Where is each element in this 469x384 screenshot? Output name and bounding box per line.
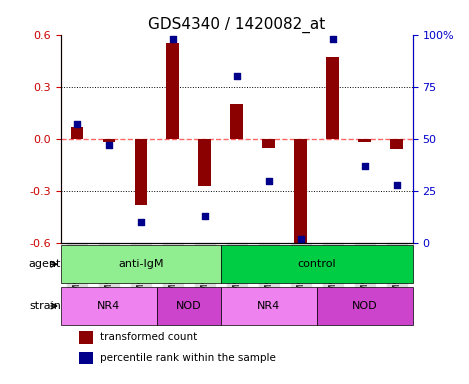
Text: NOD: NOD (176, 301, 202, 311)
FancyBboxPatch shape (317, 287, 413, 325)
Text: percentile rank within the sample: percentile rank within the sample (99, 353, 275, 363)
FancyBboxPatch shape (221, 287, 317, 325)
Bar (78, 352, 92, 364)
Point (169, 36, 177, 42)
Point (329, 36, 337, 42)
Point (297, 236, 304, 242)
Text: NOD: NOD (352, 301, 378, 311)
Bar (70, 127, 83, 139)
Point (105, 142, 113, 148)
Bar (103, 139, 115, 142)
Point (393, 182, 401, 188)
Text: agent: agent (29, 259, 61, 269)
Point (137, 219, 144, 225)
Bar (78, 331, 92, 344)
Bar (295, 139, 307, 243)
Bar (230, 104, 243, 139)
Text: NR4: NR4 (257, 301, 280, 311)
Bar (135, 139, 147, 205)
Text: NR4: NR4 (97, 301, 121, 311)
Bar (198, 139, 211, 186)
Point (361, 163, 369, 169)
FancyBboxPatch shape (61, 287, 157, 325)
Text: control: control (297, 259, 336, 269)
Title: GDS4340 / 1420082_at: GDS4340 / 1420082_at (148, 17, 325, 33)
Point (233, 73, 241, 79)
FancyBboxPatch shape (61, 245, 221, 283)
Text: anti-IgM: anti-IgM (118, 259, 164, 269)
Bar (263, 139, 275, 148)
Point (201, 213, 209, 219)
Bar (390, 139, 403, 149)
Text: transformed count: transformed count (99, 332, 197, 342)
FancyBboxPatch shape (157, 287, 221, 325)
Point (73, 121, 81, 127)
Bar (358, 139, 371, 142)
FancyBboxPatch shape (221, 245, 413, 283)
Bar (166, 43, 179, 139)
Bar (326, 57, 339, 139)
Text: strain: strain (29, 301, 61, 311)
Point (265, 178, 272, 184)
